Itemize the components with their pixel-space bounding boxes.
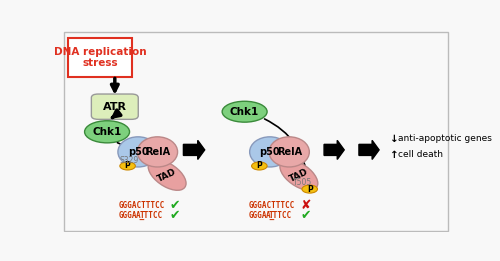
Text: TAD: TAD <box>156 167 178 183</box>
Text: A̲: A̲ <box>266 211 275 220</box>
Circle shape <box>120 162 136 170</box>
Text: ✘: ✘ <box>301 199 312 212</box>
Text: ↑: ↑ <box>390 150 398 160</box>
Text: A̲: A̲ <box>136 211 145 220</box>
Text: ↓: ↓ <box>390 134 398 144</box>
Ellipse shape <box>118 137 158 167</box>
Text: TTTCC: TTTCC <box>269 211 292 220</box>
Ellipse shape <box>250 137 290 167</box>
Text: cell death: cell death <box>398 150 442 159</box>
Text: S329: S329 <box>120 156 139 165</box>
FancyBboxPatch shape <box>68 38 132 76</box>
Text: GGGA: GGGA <box>118 211 137 220</box>
Text: GGGA: GGGA <box>248 211 267 220</box>
Text: ✔: ✔ <box>169 209 179 222</box>
Text: P: P <box>124 162 130 170</box>
Text: ✔: ✔ <box>169 199 179 212</box>
Ellipse shape <box>269 137 310 167</box>
Text: Chk1: Chk1 <box>92 127 122 137</box>
Circle shape <box>302 185 318 193</box>
Text: RelA: RelA <box>145 147 170 157</box>
Text: ✔: ✔ <box>301 209 312 222</box>
Text: ATR: ATR <box>103 102 127 112</box>
Text: TAD: TAD <box>288 167 310 183</box>
FancyBboxPatch shape <box>64 32 448 231</box>
Text: p50: p50 <box>260 147 280 157</box>
Text: P: P <box>307 185 312 194</box>
Text: T505: T505 <box>293 178 312 187</box>
Ellipse shape <box>148 160 186 190</box>
Text: GGGACTTTCC: GGGACTTTCC <box>118 201 165 210</box>
FancyBboxPatch shape <box>92 94 138 119</box>
Text: p50: p50 <box>128 147 148 157</box>
Text: anti-apoptotic genes: anti-apoptotic genes <box>398 134 492 143</box>
Text: Chk1: Chk1 <box>230 107 259 117</box>
Text: RelA: RelA <box>276 147 302 157</box>
Ellipse shape <box>280 160 318 190</box>
Ellipse shape <box>84 121 130 143</box>
FancyArrow shape <box>324 140 344 159</box>
Text: GGGACTTTCC: GGGACTTTCC <box>248 201 295 210</box>
Text: DNA replication
stress: DNA replication stress <box>54 47 146 68</box>
FancyArrow shape <box>184 140 204 159</box>
Ellipse shape <box>138 137 177 167</box>
Text: TTTCC: TTTCC <box>139 211 162 220</box>
FancyArrow shape <box>359 140 379 159</box>
Circle shape <box>252 162 267 170</box>
Text: P: P <box>256 162 262 170</box>
Ellipse shape <box>222 101 267 122</box>
